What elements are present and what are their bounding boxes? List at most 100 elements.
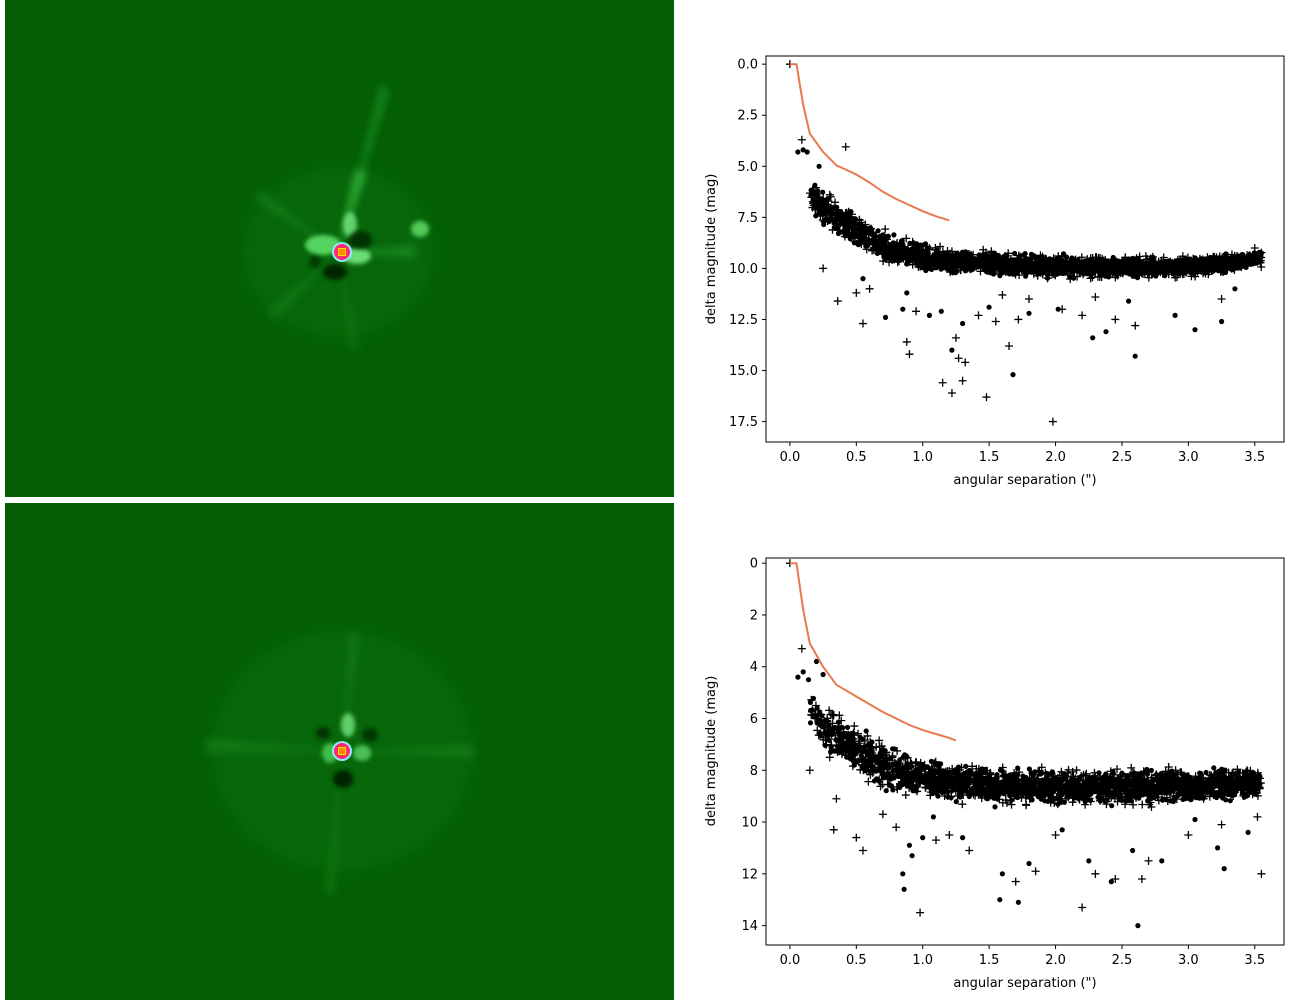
x-tick-label: 3.0 xyxy=(1178,450,1199,465)
plus-marker xyxy=(1003,798,1012,807)
dot-marker xyxy=(1050,770,1056,776)
y-tick-label: 17.5 xyxy=(729,415,758,430)
plus-marker xyxy=(1091,292,1100,301)
dot-marker xyxy=(1146,261,1152,267)
plus-marker xyxy=(850,722,859,731)
plus-marker xyxy=(931,246,940,255)
plus-marker xyxy=(1083,265,1092,274)
plus-marker xyxy=(813,726,822,735)
plus-marker xyxy=(1209,254,1218,263)
plus-marker xyxy=(1187,264,1196,273)
plus-marker xyxy=(885,258,894,267)
dot-marker xyxy=(1168,798,1174,804)
plus-marker xyxy=(979,261,988,270)
plus-marker xyxy=(958,376,967,385)
dot-marker xyxy=(1246,259,1252,265)
dot-marker xyxy=(1071,275,1077,281)
dot-marker xyxy=(970,266,976,272)
x-tick-label: 0.0 xyxy=(780,450,801,465)
dot-marker xyxy=(890,240,896,246)
plus-marker xyxy=(912,307,921,316)
dot-marker xyxy=(1051,795,1057,802)
dot-marker xyxy=(966,768,972,774)
dot-marker xyxy=(936,771,942,777)
dot-marker xyxy=(944,783,950,789)
dot-marker xyxy=(880,251,887,257)
plus-marker xyxy=(857,218,866,227)
plus-marker xyxy=(1091,268,1100,277)
dot-marker xyxy=(863,728,869,734)
y-tick-label: 5.0 xyxy=(737,160,758,175)
plus-marker xyxy=(1250,243,1259,252)
plus-marker xyxy=(1048,417,1057,426)
plus-marker xyxy=(881,225,890,234)
plus-marker xyxy=(831,198,840,207)
dot-marker xyxy=(1215,790,1221,796)
dot-marker xyxy=(885,251,891,257)
plus-marker xyxy=(1090,768,1099,777)
dot-marker xyxy=(865,242,871,249)
dot-marker xyxy=(1055,801,1061,807)
plus-marker xyxy=(1073,258,1082,267)
plus-marker xyxy=(1231,770,1240,779)
y-tick-label: 0.0 xyxy=(737,58,758,73)
dot-marker xyxy=(972,256,978,262)
x-tick-label: 1.5 xyxy=(979,450,1000,465)
plus-marker xyxy=(1077,253,1086,262)
plus-marker xyxy=(1198,262,1207,271)
dot-marker xyxy=(989,260,995,266)
plus-marker xyxy=(1080,780,1089,789)
plus-marker xyxy=(896,247,905,256)
x-tick-label: 2.5 xyxy=(1112,450,1133,465)
dot-marker xyxy=(835,213,841,219)
dot-marker xyxy=(1022,251,1028,257)
dot-marker xyxy=(1158,268,1164,275)
dot-marker xyxy=(953,799,959,805)
dot-marker xyxy=(1192,327,1198,333)
plus-marker xyxy=(954,354,963,363)
plus-marker xyxy=(797,135,806,144)
plus-marker xyxy=(852,288,861,297)
plus-marker xyxy=(968,762,977,771)
dot-marker xyxy=(988,270,994,276)
dot-marker xyxy=(1008,797,1015,803)
dot-marker xyxy=(869,232,875,238)
plus-marker xyxy=(819,264,828,273)
plus-marker xyxy=(836,737,845,746)
dot-marker xyxy=(795,149,801,155)
dot-marker xyxy=(992,250,998,256)
y-tick-label: 15.0 xyxy=(729,364,758,379)
dot-marker xyxy=(889,762,895,768)
dot-marker xyxy=(1236,769,1242,775)
plus-marker xyxy=(817,206,826,215)
plus-marker xyxy=(1082,769,1091,778)
dot-marker xyxy=(852,234,858,240)
plus-marker xyxy=(1101,259,1110,268)
plus-marker xyxy=(808,706,817,715)
dot-marker xyxy=(938,761,944,767)
plot-area xyxy=(765,55,1285,443)
plus-marker xyxy=(824,197,833,206)
plus-marker xyxy=(845,731,854,740)
plus-marker xyxy=(903,251,912,260)
dot-marker xyxy=(877,233,883,239)
dot-marker xyxy=(840,745,846,751)
plus-marker xyxy=(1150,258,1159,267)
dot-marker xyxy=(854,228,860,234)
plus-marker xyxy=(999,259,1008,268)
plus-marker xyxy=(1186,256,1195,265)
dot-marker xyxy=(983,253,989,259)
dot-marker xyxy=(1132,256,1138,262)
dot-marker xyxy=(1216,255,1222,261)
dot-marker xyxy=(1067,263,1073,269)
plus-marker xyxy=(1107,258,1116,267)
dot-marker xyxy=(1061,261,1067,267)
plus-marker xyxy=(1201,263,1210,272)
dot-marker xyxy=(891,232,897,238)
plus-marker xyxy=(907,759,916,768)
dot-marker xyxy=(1010,271,1016,277)
plus-marker xyxy=(947,388,956,397)
dot-marker xyxy=(855,239,861,245)
plus-marker xyxy=(938,378,947,387)
